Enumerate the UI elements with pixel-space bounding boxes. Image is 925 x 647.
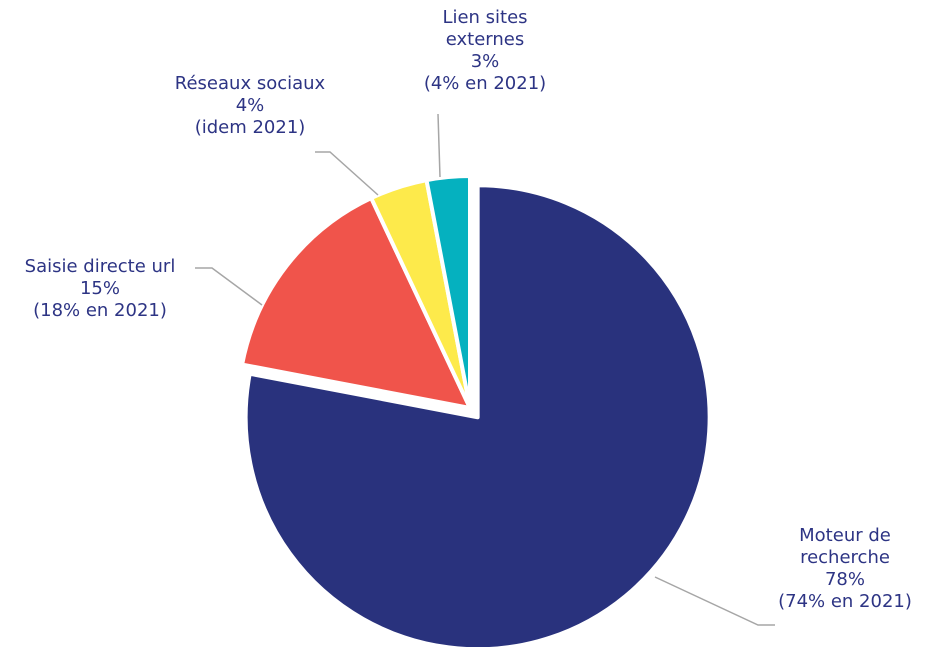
slice-label-reseaux-line2: 4% bbox=[235, 95, 265, 116]
leader-line-lien bbox=[437, 113, 441, 178]
pie-slice-lien bbox=[424, 174, 472, 410]
leader-line-reseaux bbox=[315, 151, 379, 196]
slice-label-moteur: Moteur de recherche 78% (74% en 2021) bbox=[765, 525, 925, 613]
slice-label-reseaux-line1: Réseaux sociaux bbox=[174, 73, 326, 94]
pie-slice-moteur bbox=[243, 183, 712, 647]
slice-label-lien-line1: Lien sites bbox=[442, 7, 528, 28]
slice-label-saisie-line1: Saisie directe url bbox=[24, 256, 176, 277]
pie-slice-saisie bbox=[240, 196, 472, 410]
slice-label-saisie: Saisie directe url 15% (18% en 2021) bbox=[0, 256, 200, 322]
slice-label-moteur-line2: recherche bbox=[800, 547, 890, 568]
slice-label-reseaux: Réseaux sociaux 4% (idem 2021) bbox=[130, 73, 370, 139]
slice-label-reseaux-line3: (idem 2021) bbox=[194, 117, 306, 138]
slice-label-lien-line4: (4% en 2021) bbox=[423, 73, 547, 94]
slice-label-lien-line2: externes bbox=[445, 29, 525, 50]
slice-label-moteur-line1: Moteur de bbox=[799, 525, 891, 546]
slice-label-moteur-line4: (74% en 2021) bbox=[778, 591, 912, 612]
slice-label-moteur-line3: 78% bbox=[824, 569, 865, 590]
slice-label-saisie-line3: (18% en 2021) bbox=[33, 300, 167, 321]
slice-label-lien: Lien sites externes 3% (4% en 2021) bbox=[405, 7, 565, 95]
slice-label-saisie-line2: 15% bbox=[79, 278, 120, 299]
leader-line-moteur bbox=[654, 576, 775, 626]
leader-line-saisie bbox=[195, 267, 263, 306]
slice-label-lien-line3: 3% bbox=[470, 51, 500, 72]
